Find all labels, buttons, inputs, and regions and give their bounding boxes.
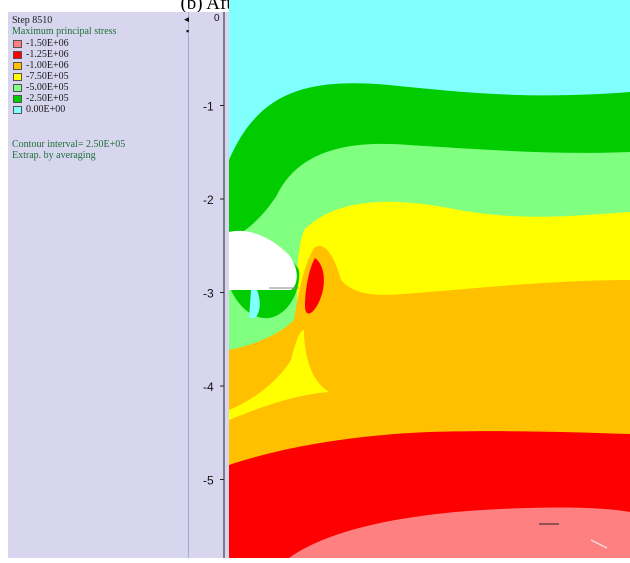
legend-swatch: [13, 84, 22, 92]
axis-tick-label: -2: [203, 193, 214, 207]
legend-entry-label: -1.25E+06: [26, 49, 69, 60]
legend-entry: -1.50E+06: [13, 39, 188, 49]
legend-entry-label: 0.00E+00: [26, 104, 66, 115]
legend-entry-label: -5.00E+05: [26, 82, 69, 93]
contour-canvas: [229, 0, 630, 558]
legend-entry: -2.50E+05: [13, 94, 188, 104]
legend-swatch: [13, 106, 22, 114]
legend-swatch: [13, 73, 22, 81]
legend-entry-label: -1.50E+06: [26, 38, 69, 49]
stress-concentration-red: [305, 258, 324, 314]
legend-swatch: [13, 51, 22, 59]
stress-contour-plot: [229, 0, 630, 558]
legend-entry: -5.00E+05: [13, 83, 188, 93]
legend-entry: -1.25E+06: [13, 50, 188, 60]
legend-entry-label: -2.50E+05: [26, 93, 69, 104]
legend-title: Maximum principal stress: [12, 26, 117, 37]
depth-axis: 0 -1 -2 -3 -4 -5: [203, 12, 225, 558]
axis-strip: 0 -1 -2 -3 -4 -5: [189, 12, 229, 558]
contour-interval-label: Contour interval= 2.50E+05: [12, 139, 126, 150]
legend-panel: Step 8510 Maximum principal stress -1.50…: [8, 12, 189, 558]
axis-top-label: 0: [214, 13, 220, 24]
legend-swatch: [13, 40, 22, 48]
zone-pink: [289, 507, 630, 558]
axis-tick-label: -1: [203, 100, 214, 114]
white-streak: [590, 539, 608, 549]
legend-swatch: [13, 95, 22, 103]
step-label: Step 8510: [12, 15, 53, 26]
legend-entry: -1.00E+06: [13, 61, 188, 71]
legend-entry: -7.50E+05: [13, 72, 188, 82]
axis-ticks: 0 -1 -2 -3 -4 -5: [203, 13, 224, 488]
legend-swatch: [13, 62, 22, 70]
axis-tick-label: -3: [203, 287, 214, 301]
axis-tick-label: -4: [203, 380, 214, 394]
collapse-left-arrow-icon[interactable]: ◀: [184, 14, 191, 24]
zone-cyan-pocket: [249, 290, 260, 318]
scroll-marker-icon: ▪: [186, 26, 190, 36]
extrapolation-label: Extrap. by averaging: [12, 150, 96, 161]
zone-yellow-lower: [229, 330, 329, 420]
legend-entry: 0.00E+00: [13, 105, 188, 115]
legend-entry-label: -7.50E+05: [26, 71, 69, 82]
legend-entry-label: -1.00E+06: [26, 60, 69, 71]
excavation-void: [229, 230, 297, 290]
axis-tick-label: -5: [203, 474, 214, 488]
